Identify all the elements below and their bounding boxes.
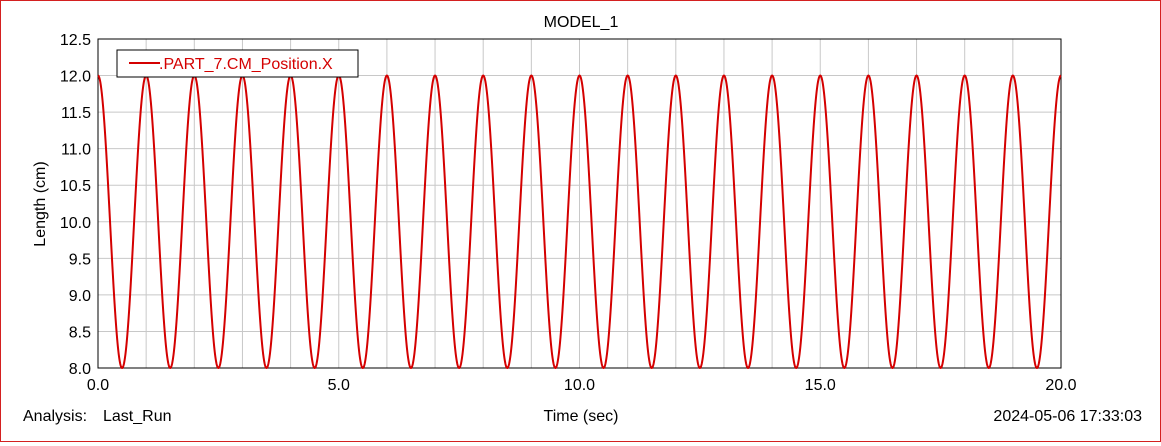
x-tick-labels: 0.0 5.0 10.0 15.0 20.0	[87, 377, 1077, 394]
legend-series-label: .PART_7.CM_Position.X	[159, 56, 333, 73]
y-axis-label: Length (cm)	[32, 161, 49, 246]
timestamp: 2024-05-06 17:33:03	[993, 408, 1142, 425]
y-tick-label: 8.5	[69, 324, 91, 341]
x-tick-label: 0.0	[87, 377, 109, 394]
y-tick-labels: 12.5 12.0 11.5 11.0 10.5 10.0 9.5 9.0 8.5 8.0	[60, 32, 91, 378]
y-tick-label: 12.0	[60, 69, 91, 86]
series-line	[97, 74, 1062, 370]
grid	[97, 38, 1062, 369]
chart-title: MODEL_1	[544, 14, 619, 31]
y-tick-label: 10.0	[60, 215, 91, 232]
y-tick-label: 9.5	[69, 251, 91, 268]
x-tick-label: 15.0	[805, 377, 836, 394]
y-tick-label: 10.5	[60, 178, 91, 195]
y-tick-label: 11.0	[61, 142, 91, 159]
analysis-label: Analysis:	[23, 408, 87, 425]
analysis-value: Last_Run	[103, 408, 172, 425]
y-tick-label: 11.5	[61, 105, 91, 122]
x-axis-label: Time (sec)	[544, 408, 619, 425]
x-tick-label: 10.0	[564, 377, 595, 394]
x-tick-label: 5.0	[328, 377, 350, 394]
y-tick-label: 9.0	[69, 288, 91, 305]
y-tick-label: 8.0	[69, 361, 91, 378]
x-tick-label: 20.0	[1045, 377, 1076, 394]
plot-area-border	[97, 38, 1062, 369]
y-tick-label: 12.5	[60, 32, 91, 49]
legend[interactable]: .PART_7.CM_Position.X	[116, 49, 359, 78]
